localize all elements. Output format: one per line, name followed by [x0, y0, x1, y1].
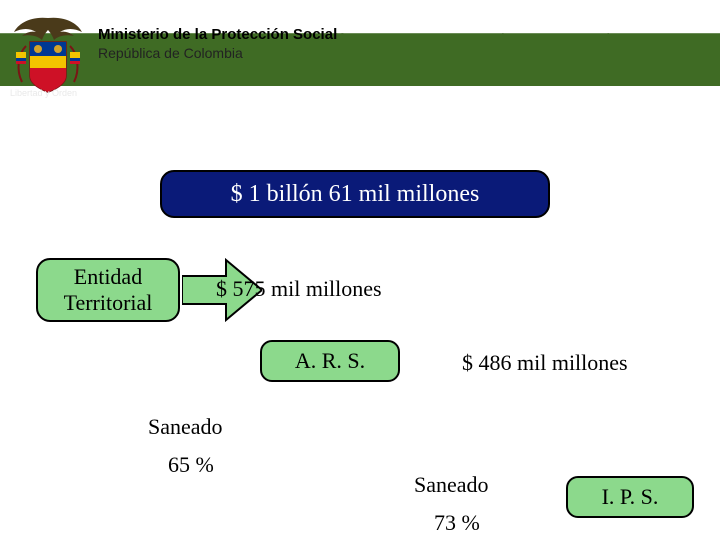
amount-486-label: $ 486 mil millones [462, 350, 628, 376]
ars-text: A. R. S. [295, 348, 365, 374]
ministry-name: Ministerio de la Protección Social [98, 26, 337, 43]
saneado-2-label: Saneado [414, 472, 489, 498]
ips-box: I. P. S. [566, 476, 694, 518]
entidad-territorial-box: Entidad Territorial [36, 258, 180, 322]
saneado-1-percent: 65 % [168, 452, 214, 478]
header-text: Ministerio de la Protección Social Repúb… [98, 26, 337, 61]
total-amount-text: $ 1 billón 61 mil millones [231, 181, 480, 208]
amount-575-label: $ 575 mil millones [216, 276, 382, 302]
saneado-1-label: Saneado [148, 414, 223, 440]
total-amount-box: $ 1 billón 61 mil millones [160, 170, 550, 218]
republic-name: República de Colombia [98, 45, 337, 61]
ars-box: A. R. S. [260, 340, 400, 382]
ips-text: I. P. S. [602, 484, 659, 510]
entidad-territorial-text: Entidad Territorial [64, 264, 153, 316]
motto-text: Libertad y Orden [10, 88, 77, 98]
saneado-2-percent: 73 % [434, 510, 480, 536]
